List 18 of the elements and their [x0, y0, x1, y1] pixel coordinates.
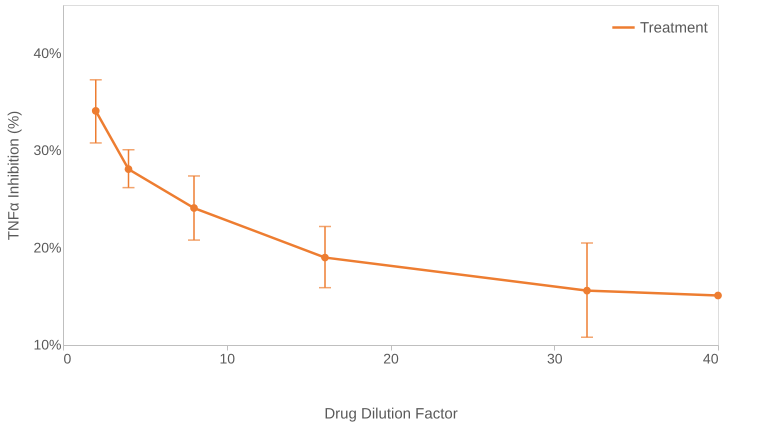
point [583, 286, 591, 294]
x-tick-label: 40 [702, 350, 719, 366]
y-axis-title: TNFα Inhibition (%) [5, 110, 22, 240]
point [321, 254, 329, 262]
point [190, 204, 198, 212]
point [92, 107, 100, 115]
point [714, 292, 722, 300]
y-tick-label: 40% [33, 45, 62, 62]
x-tick-label: 10 [219, 350, 236, 366]
legend-label: Treatment [640, 20, 709, 36]
x-tick-label: 30 [546, 350, 563, 366]
x-tick-label: 20 [383, 350, 399, 366]
y-tick-label: 10% [33, 336, 62, 352]
y-tick-label: 20% [33, 239, 62, 256]
x-axis-title: Drug Dilution Factor [324, 406, 458, 422]
y-tick-label: 30% [33, 142, 62, 158]
point [124, 165, 132, 174]
x-tick-label: 0 [64, 350, 72, 366]
